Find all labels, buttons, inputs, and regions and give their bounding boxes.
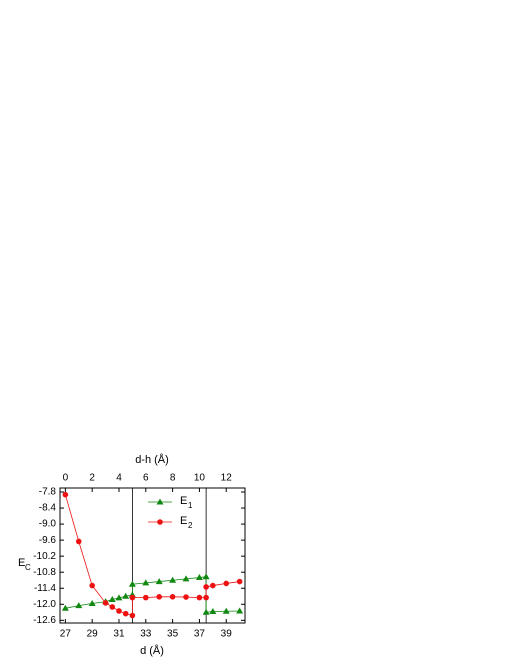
y-tick-label: -9.0 <box>39 519 57 530</box>
marker <box>203 584 209 590</box>
x2-tick-label: 12 <box>221 473 233 484</box>
marker <box>182 575 190 582</box>
x2-tick-label: 8 <box>170 473 176 484</box>
x2-tick-label: 4 <box>116 473 122 484</box>
legend-label: E <box>180 515 187 527</box>
y-tick-label: -10.2 <box>33 551 56 562</box>
y-tick-label: -7.8 <box>39 487 57 498</box>
marker <box>108 595 116 602</box>
marker <box>223 580 230 587</box>
legend-marker <box>156 498 164 505</box>
x-tick-label: 29 <box>87 629 99 640</box>
marker <box>75 602 83 609</box>
marker <box>169 576 177 583</box>
marker <box>128 580 136 587</box>
y-tick-label: -12.0 <box>33 599 56 610</box>
plot-frame <box>59 487 246 624</box>
x2-tick-label: 10 <box>194 473 206 484</box>
series-line <box>64 494 240 617</box>
marker <box>195 574 203 581</box>
marker <box>196 594 203 601</box>
marker <box>222 607 230 614</box>
marker <box>122 610 129 617</box>
marker <box>210 582 216 589</box>
marker <box>209 608 217 615</box>
marker <box>202 573 210 580</box>
y-tick-label: -10.8 <box>33 567 56 578</box>
y-tick-label: -11.4 <box>34 583 56 594</box>
marker <box>169 594 176 600</box>
marker <box>236 607 244 614</box>
x2-axis-title: d-h (Å) <box>135 453 169 466</box>
marker <box>122 592 130 599</box>
legend-marker <box>157 519 163 525</box>
marker <box>89 582 95 589</box>
x2-tick-label: 2 <box>89 473 95 484</box>
x-tick-label: 37 <box>194 629 206 640</box>
marker <box>142 579 150 586</box>
marker <box>155 578 163 585</box>
y-tick-label: -8.4 <box>39 503 57 514</box>
marker <box>203 594 209 601</box>
marker <box>142 594 149 601</box>
marker <box>61 604 69 611</box>
x2-tick-label: 0 <box>63 473 69 484</box>
marker <box>156 594 163 600</box>
legend-label-sub: 1 <box>188 501 193 510</box>
marker <box>129 612 136 619</box>
y-tick-label: -12.6 <box>33 615 56 626</box>
marker <box>109 604 116 610</box>
marker <box>183 594 189 600</box>
marker <box>236 578 243 585</box>
y-axis-title: E <box>18 557 25 569</box>
x-tick-label: 35 <box>167 629 179 640</box>
legend-label-sub: 2 <box>188 521 193 530</box>
marker <box>75 538 82 545</box>
marker <box>129 594 136 601</box>
y-axis-title-sub: C <box>25 563 31 572</box>
x-tick-label: 33 <box>140 629 152 640</box>
legend-label: E <box>180 495 187 507</box>
x-tick-label: 39 <box>221 629 233 640</box>
x-axis-title: d (Å) <box>140 644 164 657</box>
marker <box>202 608 210 615</box>
x-tick-label: 31 <box>113 629 125 640</box>
marker <box>88 599 96 606</box>
marker <box>102 600 109 606</box>
x2-tick-label: 6 <box>143 473 149 484</box>
marker <box>116 608 122 614</box>
y-tick-label: -9.6 <box>39 535 57 546</box>
marker <box>62 491 69 498</box>
x-tick-label: 27 <box>60 629 72 640</box>
marker <box>115 594 123 601</box>
